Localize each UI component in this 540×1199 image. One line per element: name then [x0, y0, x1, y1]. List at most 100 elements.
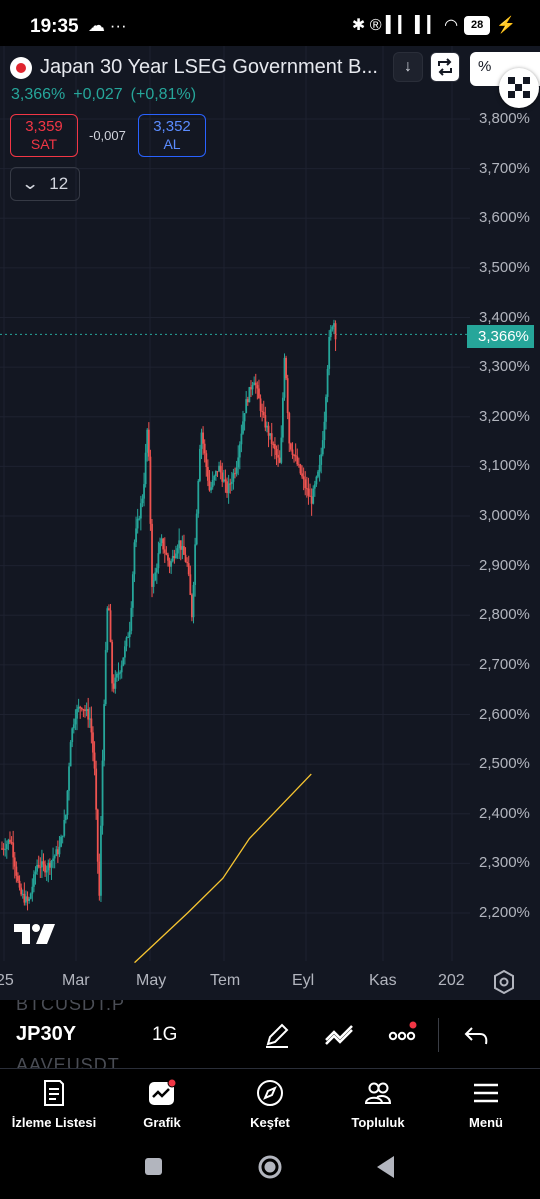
recents-icon[interactable] [144, 1157, 164, 1177]
back-icon[interactable] [374, 1155, 396, 1179]
candle-body [245, 399, 248, 414]
candle-body [289, 443, 292, 450]
candle-body [136, 518, 139, 529]
nav-label-watchlist: İzleme Listesi [11, 1115, 97, 1130]
candle-body [288, 413, 291, 444]
interval-selector[interactable]: 1G [152, 1024, 178, 1045]
sell-button[interactable]: 3,359 SAT [10, 114, 78, 157]
candle-body [170, 561, 173, 567]
home-icon[interactable] [257, 1154, 283, 1180]
nav-item-watchlist[interactable]: İzleme Listesi [0, 1069, 108, 1141]
candle-body [171, 555, 174, 562]
nav-label-chart: Grafik [143, 1115, 181, 1130]
y-tick-label: 2,300% [479, 854, 530, 872]
symbol-title[interactable]: Japan 30 Year LSEG Government B... [40, 56, 378, 78]
undo-icon[interactable] [462, 1020, 492, 1050]
candle-body [20, 887, 23, 895]
candle-body [266, 425, 268, 428]
candle-body [155, 568, 158, 573]
candle-body [112, 683, 115, 689]
trend-line-icon[interactable] [324, 1020, 354, 1050]
candle-body [296, 456, 299, 465]
candle-body [219, 465, 222, 473]
y-tick-label: 2,200% [479, 904, 530, 921]
candle-body [325, 396, 327, 422]
candle-body [2, 848, 5, 850]
candle-body [4, 849, 7, 851]
candle-body [210, 487, 212, 491]
candle-body [79, 706, 82, 708]
candle-body [42, 861, 45, 865]
candle-body [159, 543, 161, 554]
replay-button[interactable] [430, 52, 460, 82]
pencil-icon[interactable] [262, 1020, 292, 1050]
price-chart[interactable] [0, 46, 540, 1000]
nav-label-community: Topluluk [351, 1115, 405, 1130]
symbol-header[interactable]: Japan 30 Year LSEG Government B... [10, 56, 385, 79]
y-tick-label: 3,600% [479, 209, 530, 227]
candle-body [122, 657, 125, 666]
current-price-tag: 3,366% [467, 325, 534, 348]
download-button[interactable]: ↓ [393, 52, 423, 82]
chevron-down-icon: ⌄ [20, 174, 40, 193]
candle-body [256, 385, 259, 389]
more-tools-icon[interactable] [388, 1020, 418, 1050]
status-time: 19:35 [30, 16, 79, 37]
apps-grid-icon[interactable] [499, 68, 539, 108]
candle-body [85, 709, 88, 712]
candle-body [261, 410, 264, 412]
candle-body [318, 464, 321, 472]
y-tick-label: 2,700% [479, 655, 530, 673]
price-change-pct: (+0,81%) [130, 86, 197, 103]
candle-body [45, 870, 48, 873]
candle-body [205, 453, 208, 467]
symbol-code[interactable]: JP30Y [16, 1023, 77, 1045]
nav-item-chart[interactable]: Grafik [108, 1069, 216, 1141]
candle-body [18, 880, 21, 888]
candle-body [229, 483, 232, 485]
candle-body [31, 886, 34, 894]
candle-body [40, 861, 43, 868]
nav-item-explore[interactable]: Keşfet [216, 1069, 324, 1141]
candle-body [262, 411, 265, 416]
x-tick-label: Eyl [292, 972, 315, 989]
candle-body [131, 574, 134, 608]
candle-body [328, 336, 331, 369]
candle-body [37, 864, 40, 867]
candle-body [270, 433, 273, 445]
candle-body [109, 610, 112, 642]
x-tick-label: Mar [62, 972, 90, 989]
candle-body [294, 455, 297, 457]
x-tick-label: Tem [210, 972, 241, 989]
indicators-toggle[interactable]: ⌄ 12 [10, 167, 80, 201]
chart-settings-icon[interactable] [492, 970, 516, 994]
candle-body [243, 413, 246, 422]
nav-item-menu[interactable]: Menü [432, 1069, 540, 1141]
candle-body [309, 495, 311, 497]
buy-button[interactable]: 3,352 AL [138, 114, 206, 157]
candle-body [248, 387, 251, 403]
nav-item-community[interactable]: Topluluk [324, 1069, 432, 1141]
candle-body [111, 641, 114, 684]
candle-body [293, 454, 295, 456]
candle-body [192, 584, 195, 618]
chart-area[interactable]: Japan 30 Year LSEG Government B... ↓ % 3… [0, 46, 540, 1000]
candle-body [216, 471, 219, 473]
candle-body [80, 707, 83, 710]
candle-body [143, 484, 145, 499]
candle-body [184, 554, 187, 562]
candle-body [34, 871, 37, 875]
candle-body [48, 862, 51, 868]
candle-body [277, 455, 280, 458]
candle-body [96, 809, 99, 862]
candle-body [139, 503, 142, 519]
candle-body [230, 481, 233, 484]
candle-body [128, 630, 131, 638]
candle-body [154, 572, 157, 581]
candle-body [305, 488, 308, 490]
candle-body [66, 790, 69, 815]
candle-body [238, 444, 241, 458]
candle-body [173, 555, 176, 559]
candle-body [202, 432, 204, 444]
candle-body [5, 843, 8, 850]
